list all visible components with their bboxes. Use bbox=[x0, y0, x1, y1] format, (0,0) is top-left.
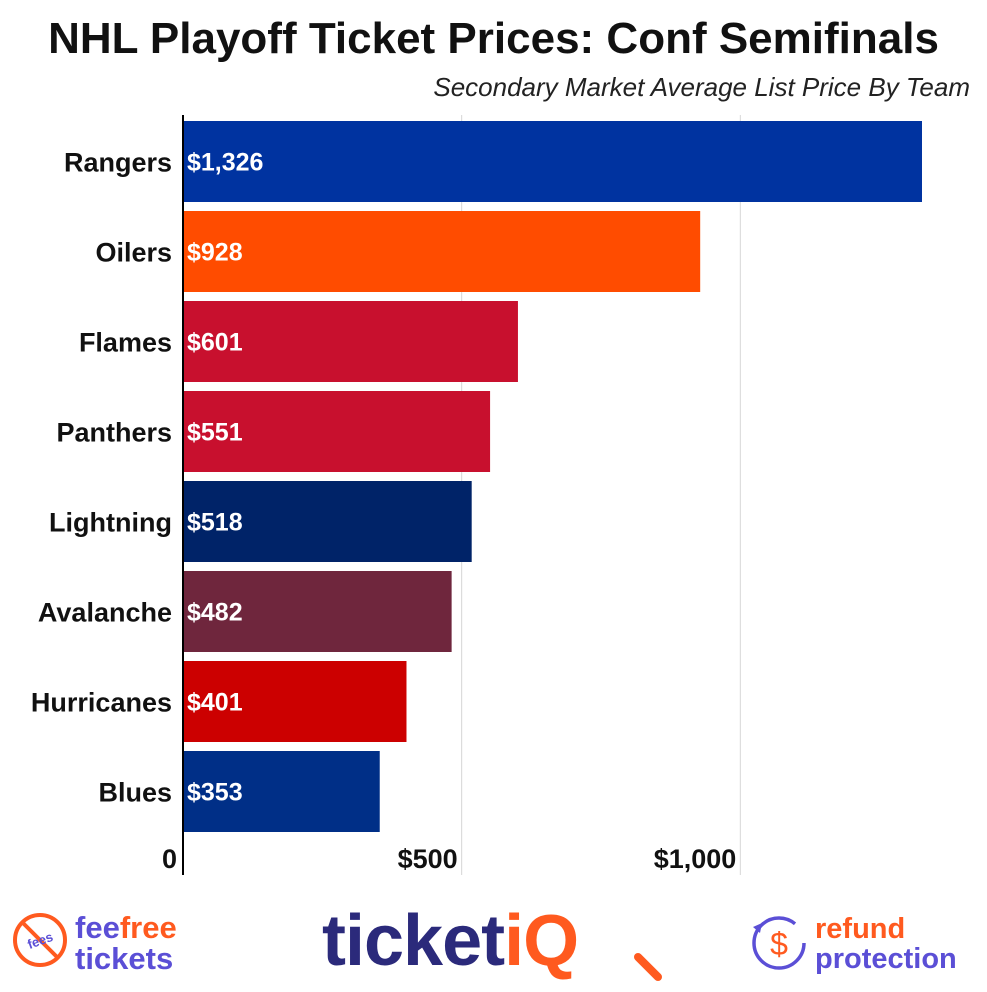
bar bbox=[183, 391, 491, 472]
ticketiq-logo: ticketiQ bbox=[322, 901, 662, 981]
bar bbox=[183, 211, 701, 292]
feefree-word: feefree bbox=[75, 910, 177, 945]
bar bbox=[183, 751, 380, 832]
category-label: Oilers bbox=[95, 238, 172, 268]
bar-value-label: $401 bbox=[187, 689, 243, 717]
dollar-icon: $ bbox=[770, 926, 788, 962]
no-fees-icon bbox=[13, 913, 67, 967]
refund-protection-logo: $ refund protection bbox=[752, 913, 957, 975]
bar-value-label: $353 bbox=[187, 779, 243, 807]
refund-cycle-icon bbox=[752, 916, 806, 970]
chart-subtitle: Secondary Market Average List Price By T… bbox=[433, 72, 970, 102]
category-label: Blues bbox=[98, 778, 172, 808]
bar bbox=[183, 121, 922, 202]
no-fees-slash bbox=[20, 920, 60, 960]
x-tick-label: $500 bbox=[398, 844, 458, 874]
refund-text: refund bbox=[815, 913, 905, 945]
magnifier-handle-icon bbox=[634, 953, 662, 981]
fee-text: fee bbox=[75, 910, 120, 945]
footer: fees feefree tickets ticketiQ $ refund p… bbox=[0, 895, 987, 987]
protection-text: protection bbox=[815, 943, 957, 975]
bar bbox=[183, 481, 472, 562]
category-label: Rangers bbox=[64, 148, 172, 178]
svg-text:ticketiQ: ticketiQ bbox=[322, 901, 578, 981]
bar bbox=[183, 571, 452, 652]
free-text: free bbox=[120, 910, 177, 945]
ticket-text: ticket bbox=[322, 901, 505, 981]
iq-text: iQ bbox=[504, 901, 578, 981]
bar-value-label: $601 bbox=[187, 329, 243, 357]
category-label: Avalanche bbox=[38, 598, 172, 628]
x-tick-label: 0 bbox=[162, 844, 177, 874]
bar-chart: $1,326 Rangers $928 Oilers $601 Flames $551 Pan… bbox=[31, 115, 922, 875]
category-label: Panthers bbox=[56, 418, 172, 448]
bar-value-label: $518 bbox=[187, 509, 243, 537]
bar-value-label: $928 bbox=[187, 239, 243, 267]
bar bbox=[183, 661, 407, 742]
feefree-logo: fees feefree tickets bbox=[13, 910, 177, 976]
category-label: Flames bbox=[79, 328, 172, 358]
bar bbox=[183, 301, 518, 382]
bar-value-label: $482 bbox=[187, 599, 243, 627]
footer-logos: fees feefree tickets ticketiQ $ refund p… bbox=[13, 901, 957, 981]
category-label: Hurricanes bbox=[31, 688, 172, 718]
x-tick-label: $1,000 bbox=[654, 844, 737, 874]
bar-value-label: $551 bbox=[187, 419, 243, 447]
bar-value-label: $1,326 bbox=[187, 149, 263, 177]
refund-arrow-icon bbox=[753, 923, 762, 933]
category-label: Lightning bbox=[49, 508, 172, 538]
chart-title: NHL Playoff Ticket Prices: Conf Semifina… bbox=[48, 14, 939, 63]
tickets-text: tickets bbox=[75, 941, 173, 976]
